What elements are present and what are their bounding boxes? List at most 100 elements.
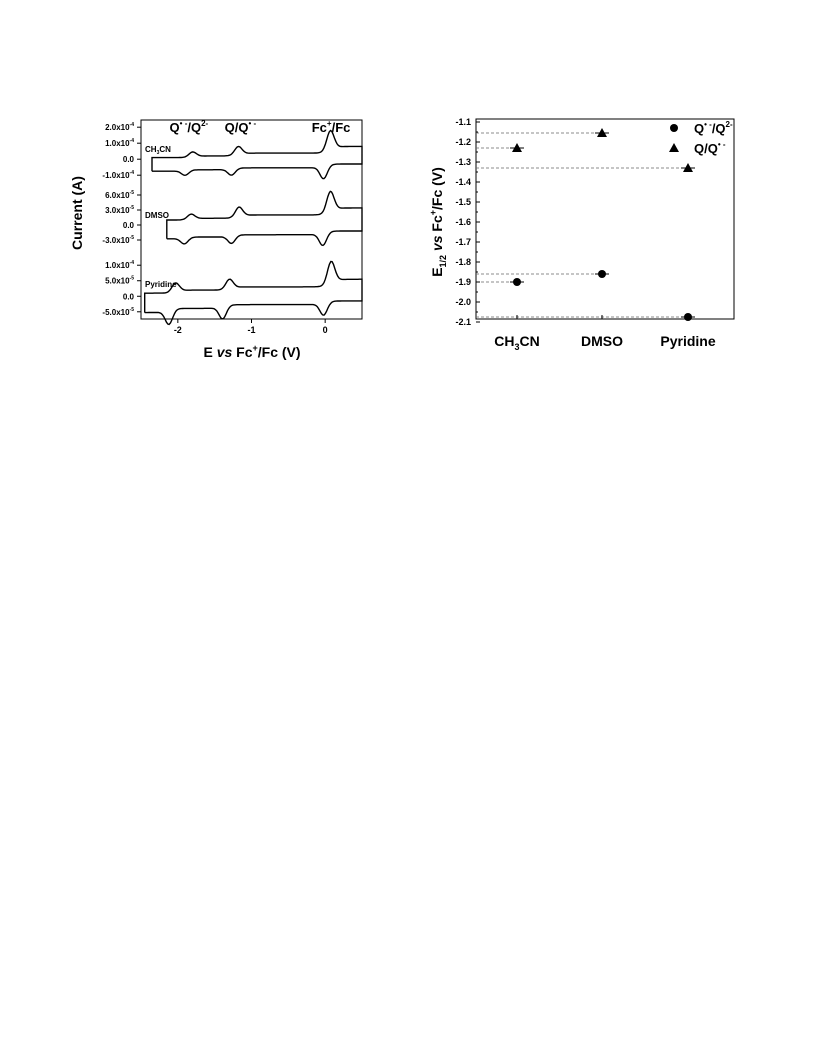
e-x-tick-label: CH3CN [494, 333, 539, 352]
peak-labels: Q• -/Q2- Q/Q• - Fc+/Fc [170, 119, 351, 135]
y-tick-label-part: -4 [130, 138, 135, 144]
y-tick-label-part: 6.0x10 [105, 191, 130, 200]
peak-label-fc-part: + [327, 119, 332, 128]
point-q2 [512, 143, 522, 152]
y-tick-label-part: 0.0 [123, 292, 135, 301]
e-x-tick-label-part: CH [494, 333, 514, 349]
e-y-tick-label: -1.7 [455, 237, 471, 247]
y-tick-label-part: -5 [130, 205, 135, 211]
cv-chart: Q• -/Q2- Q/Q• - Fc+/Fc 2.0x10-41.0x10-40.0… [69, 119, 363, 360]
e-y-tick-label-part: -2.0 [455, 297, 471, 307]
legend-label-q1-part: /Q [712, 121, 726, 136]
cv-xlabel: E vs Fc+/Fc (V) [203, 343, 300, 360]
cv-xlabel-sup: + [253, 343, 258, 353]
y-tick-label-part: -1.0x10 [102, 171, 130, 180]
e-y-tick-label-part: -1.7 [455, 237, 471, 247]
y-tick-label-part: 0.0 [123, 221, 135, 230]
y-tick-label: 1.0x10-4 [105, 138, 134, 148]
e-y-ticks: -1.1 -1.2 -1.3 -1.4 -1.5 -1.6 -1.7 -1.8 -1.9 -2.0… [455, 117, 480, 327]
e-ylabel-sub: 1/2 [438, 255, 448, 268]
e-ylabel: E1/2 vs Fc+/Fc (V) [428, 167, 448, 277]
y-tick-label: -1.0x10-4 [102, 170, 134, 180]
cv-xlabel-vs: vs [217, 344, 233, 360]
peak-label-q2: Q/Q• - [225, 119, 257, 135]
point-q1 [684, 313, 692, 321]
x-tick-label: -2 [174, 325, 182, 335]
y-tick-label-part: 5.0x10 [105, 277, 130, 286]
peak-label-q1-part: Q [170, 120, 180, 135]
e-y-tick-label: -2.1 [455, 317, 471, 327]
e-y-tick-label: -2.0 [455, 297, 471, 307]
solvent-label-part: CH [145, 145, 157, 154]
cv-xlabel-e: E [203, 344, 216, 360]
legend-label-q1-part: • - [704, 120, 712, 129]
point-q1 [513, 278, 521, 286]
peak-label-q1-part: 2- [201, 119, 208, 128]
y-tick-label: -3.0x10-5 [102, 235, 134, 245]
e-y-tick-label: -1.4 [455, 177, 471, 187]
y-tick-label-part: -4 [130, 260, 135, 266]
y-tick-label: 1.0x10-4 [105, 260, 134, 270]
e-ylabel-e: E [429, 267, 445, 276]
y-tick-label-part: -4 [130, 122, 135, 128]
e-x-tick-label-part: CN [520, 333, 540, 349]
e-half-chart: -1.1 -1.2 -1.3 -1.4 -1.5 -1.6 -1.7 -1.8 -1.9 -2.0… [428, 117, 735, 352]
peak-label-q1: Q• -/Q2- [170, 119, 209, 135]
e-y-tick-label: -1.8 [455, 257, 471, 267]
y-tick-label-part: -5 [130, 276, 135, 282]
cv-ylabel: Current (A) [69, 176, 85, 250]
e-x-tick-label: Pyridine [660, 333, 715, 349]
legend-label-q1: Q• -/Q2- [694, 120, 733, 136]
peak-label-fc-part: /Fc [332, 120, 351, 135]
e-y-tick-label-part: -1.5 [455, 197, 471, 207]
point-q2 [683, 163, 693, 172]
y-tick-label: 6.0x10-5 [105, 190, 134, 200]
e-y-tick-label: -1.6 [455, 217, 471, 227]
y-tick-label: 2.0x10-4 [105, 122, 134, 132]
e-y-tick-label-part: -1.2 [455, 137, 471, 147]
y-tick-label-part: 1.0x10 [105, 261, 130, 270]
e-y-tick-label: -1.5 [455, 197, 471, 207]
point-q2 [597, 128, 607, 137]
cv-xlabel-unit: /Fc (V) [258, 344, 301, 360]
y-tick-label-part: -5 [130, 190, 135, 196]
solvent-label: Pyridine [145, 280, 177, 289]
x-axis-ticks: -2 -1 0 [174, 319, 328, 335]
legend-label-q2-part: Q/Q [694, 141, 718, 156]
cv-trace [144, 260, 363, 326]
e-x-tick-label-part: DMSO [581, 333, 623, 349]
y-tick-label-part: 2.0x10 [105, 123, 130, 132]
y-tick-label-part: -4 [130, 170, 135, 176]
e-x-tick-label-part: 3 [514, 342, 519, 352]
cv-panels: 2.0x10-41.0x10-40.0-1.0x10-4CH3CN6.0x10-… [102, 122, 363, 326]
e-y-tick-label-part: -1.3 [455, 157, 471, 167]
e-y-tick-label-part: -1.6 [455, 217, 471, 227]
e-y-tick-label: -1.1 [455, 117, 471, 127]
y-tick-label: -5.0x10-5 [102, 307, 134, 317]
e-points [510, 128, 695, 321]
legend-marker-q1 [670, 124, 678, 132]
x-tick-label-part: -1 [247, 325, 255, 335]
peak-label-q1-part: /Q [187, 120, 201, 135]
e-ylabel-fc: Fc [429, 215, 445, 235]
x-tick-label: -1 [247, 325, 255, 335]
legend-label-q2-part: • - [718, 140, 726, 149]
guide-lines [476, 132, 688, 318]
cv-trace [151, 129, 363, 180]
y-tick-label-part: 0.0 [123, 155, 135, 164]
y-tick-label-part: -5 [130, 307, 135, 313]
peak-label-q2-part: Q/Q [225, 120, 249, 135]
e-x-tick-label-part: Pyridine [660, 333, 715, 349]
solvent-label-part: Pyridine [145, 280, 177, 289]
legend-label-q1-part: Q [694, 121, 704, 136]
x-tick-label-part: -2 [174, 325, 182, 335]
peak-label-q2-part: • - [249, 119, 257, 128]
e-y-tick-label-part: -1.8 [455, 257, 471, 267]
solvent-label-part: CN [159, 145, 171, 154]
y-tick-label-part: 3.0x10 [105, 206, 130, 215]
e-ylabel-sup: + [428, 210, 438, 215]
